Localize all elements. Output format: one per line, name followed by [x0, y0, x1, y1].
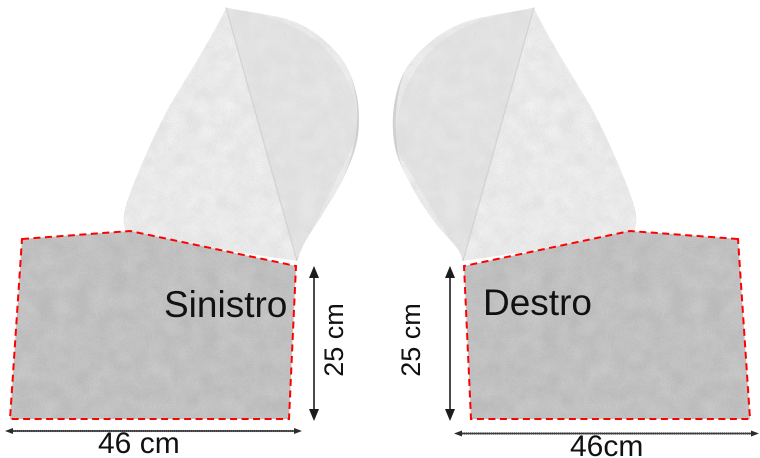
svg-text:46 cm: 46 cm [98, 427, 180, 458]
svg-text:46cm: 46cm [570, 430, 643, 458]
svg-text:Destro: Destro [483, 282, 592, 323]
svg-text:25 cm: 25 cm [396, 303, 426, 377]
svg-text:Sinistro: Sinistro [164, 284, 287, 325]
svg-text:25 cm: 25 cm [319, 303, 349, 377]
